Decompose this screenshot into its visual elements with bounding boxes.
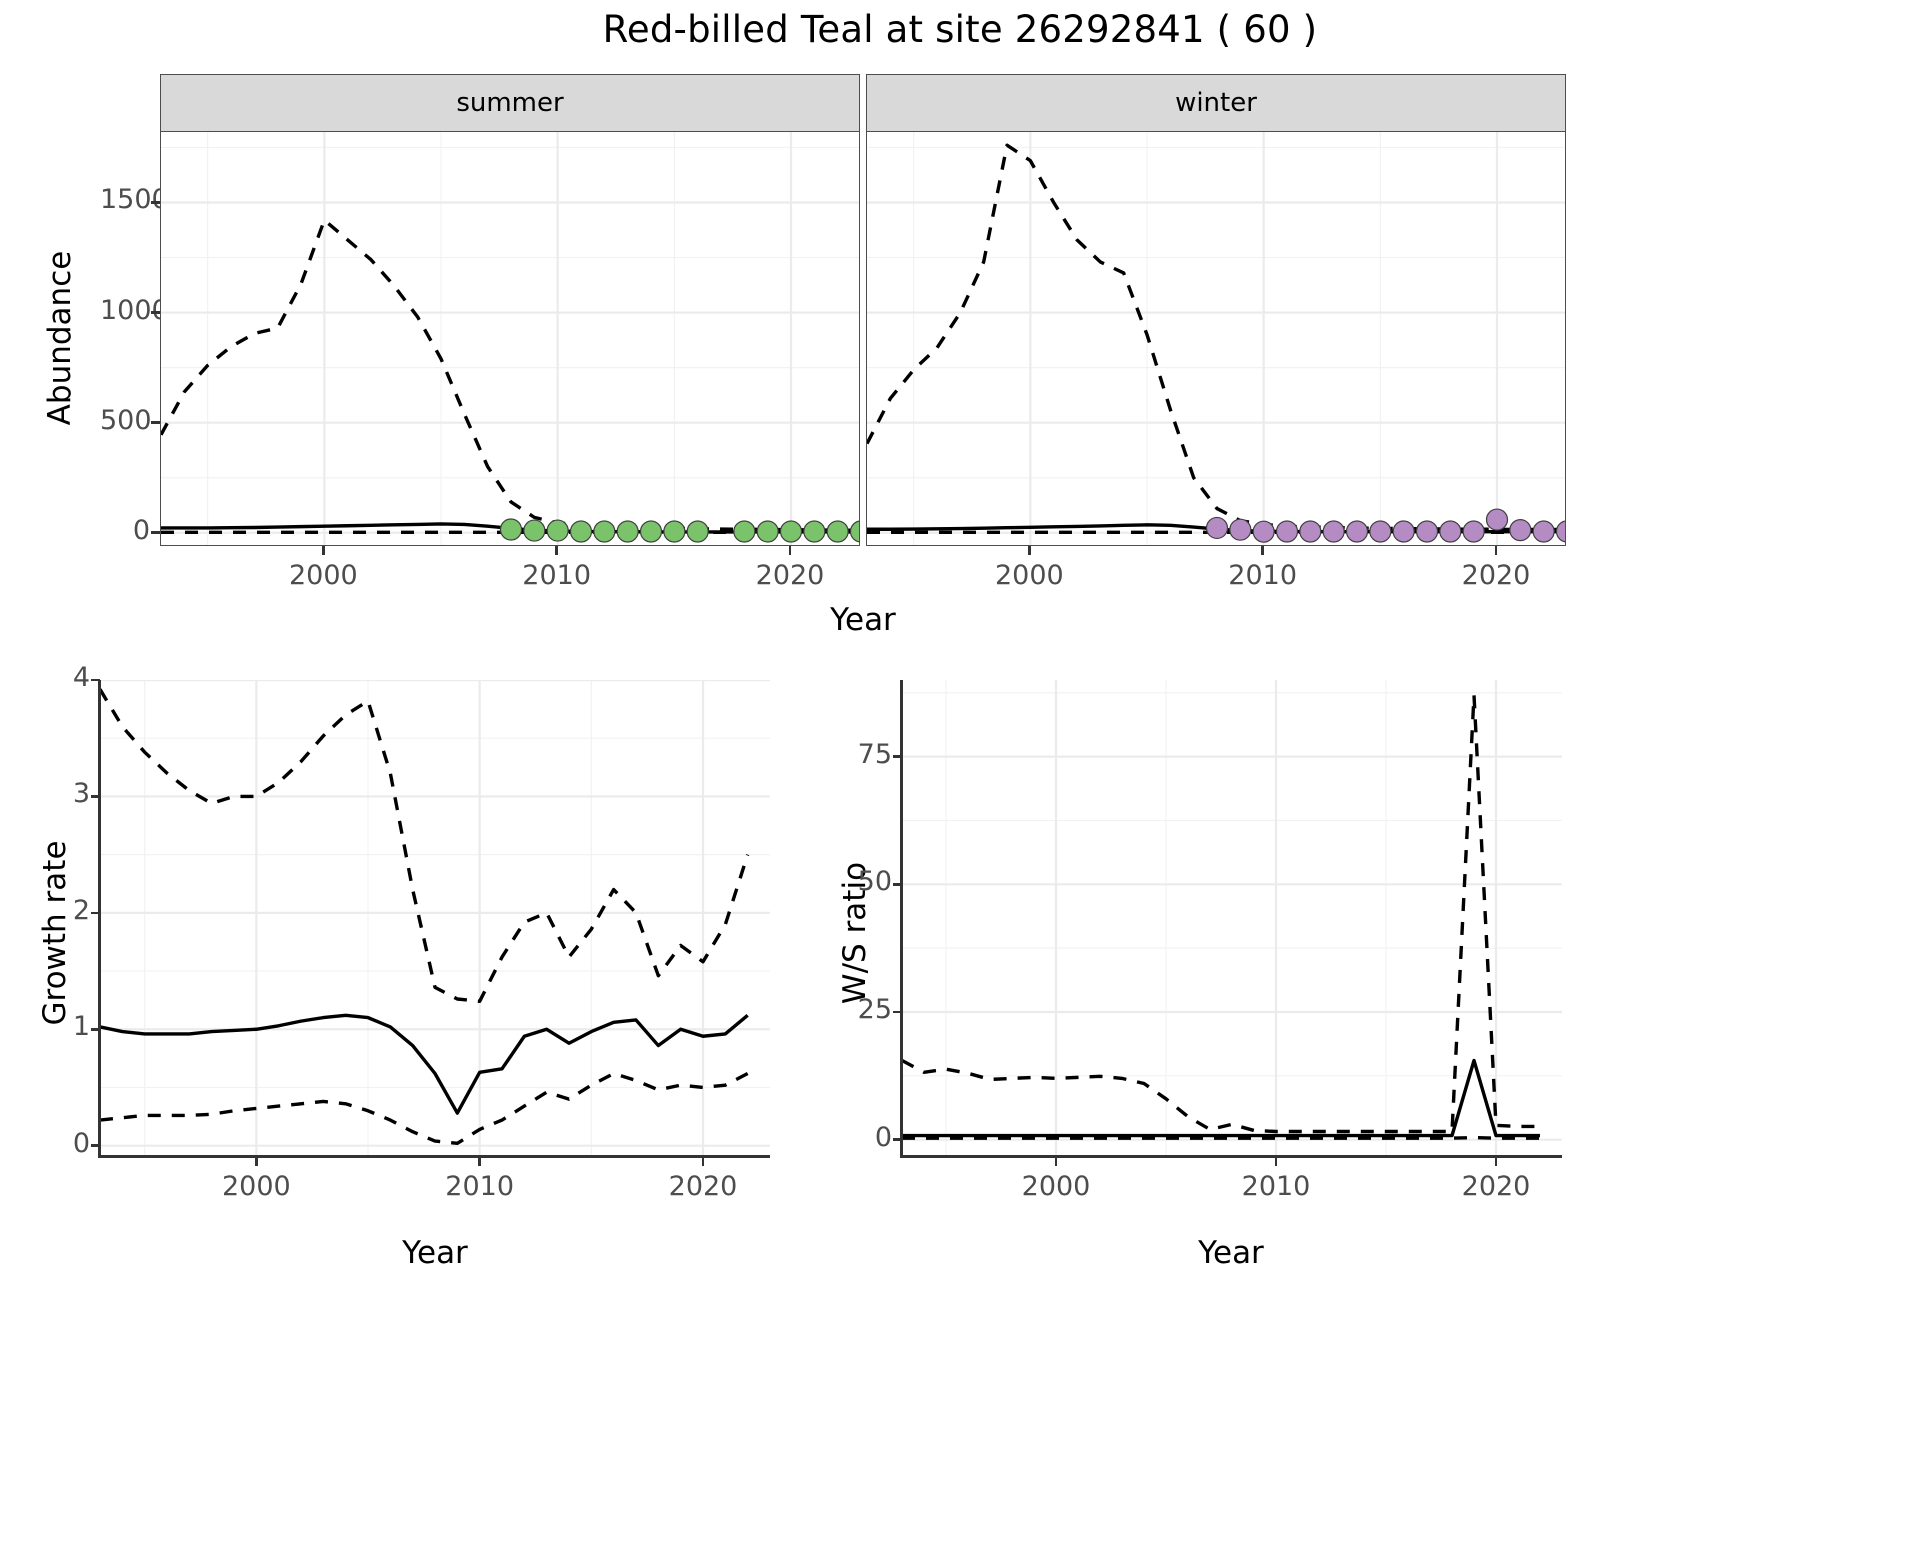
abundance-summer-panel bbox=[160, 132, 860, 546]
abundance-winter-x-tickmark bbox=[1494, 546, 1498, 555]
growth-rate-y-tickmark bbox=[91, 911, 100, 915]
abundance-y-tickmark bbox=[151, 531, 160, 535]
page-title: Red-billed Teal at site 26292841 ( 60 ) bbox=[602, 8, 1318, 51]
growth-rate-y-tick: 0 bbox=[72, 1127, 90, 1159]
abundance-x-axis-label: Year bbox=[830, 602, 896, 638]
abundance-winter-x-tick: 2010 bbox=[1228, 560, 1298, 591]
abundance-y-tickmark bbox=[151, 421, 160, 424]
abundance-summer-x-tickmark bbox=[788, 546, 792, 555]
ws-ratio-x-axis-line bbox=[900, 1155, 1562, 1158]
ws-ratio-x-tickmark bbox=[1494, 1157, 1498, 1166]
ws-ratio-y-tick: 0 bbox=[874, 1121, 892, 1153]
abundance-y-tick: 1000 bbox=[100, 294, 169, 326]
abundance-winter-panel bbox=[866, 132, 1566, 546]
ws-ratio-x-axis-label: Year bbox=[1198, 1235, 1264, 1271]
abundance-y-tick: 0 bbox=[132, 514, 150, 546]
growth-rate-y-tick: 1 bbox=[72, 1011, 90, 1043]
growth-rate-x-tick: 2000 bbox=[221, 1171, 291, 1202]
growth-rate-x-tickmark bbox=[701, 1157, 705, 1166]
abundance-summer-x-tickmark bbox=[555, 546, 558, 555]
ws-ratio-x-tick: 2020 bbox=[1461, 1171, 1531, 1202]
ws-ratio-y-tickmark bbox=[893, 883, 902, 886]
facet-strip-winter: winter bbox=[866, 74, 1566, 132]
growth-rate-x-axis-line bbox=[98, 1155, 770, 1158]
growth-rate-y-tickmark bbox=[91, 678, 100, 682]
growth-rate-x-axis-label: Year bbox=[402, 1235, 468, 1271]
ws-ratio-x-tickmark bbox=[1274, 1157, 1278, 1166]
growth-rate-y-tick: 3 bbox=[72, 778, 90, 810]
growth-rate-x-tick: 2020 bbox=[668, 1171, 738, 1202]
abundance-winter-x-tickmark bbox=[1028, 546, 1031, 555]
ws-ratio-x-tick: 2000 bbox=[1021, 1171, 1091, 1202]
abundance-winter-x-tickmark bbox=[1261, 546, 1264, 555]
growth-rate-y-tickmark bbox=[91, 1027, 100, 1031]
abundance-summer-x-tick: 2010 bbox=[522, 560, 592, 591]
facet-strip-winter-label: winter bbox=[1175, 88, 1257, 118]
ws-ratio-y-tickmark bbox=[893, 1010, 902, 1014]
growth-rate-x-tick: 2010 bbox=[445, 1171, 515, 1202]
abundance-y-axis-label: Abundance bbox=[42, 250, 78, 426]
growth-rate-y-tickmark bbox=[91, 1144, 100, 1147]
ws-ratio-x-tickmark bbox=[1054, 1157, 1058, 1166]
abundance-summer-x-tickmark bbox=[322, 546, 325, 555]
growth-rate-y-tickmark bbox=[91, 795, 100, 798]
growth-rate-y-axis-line bbox=[98, 680, 101, 1155]
growth-rate-x-tickmark bbox=[255, 1157, 258, 1166]
facet-strip-summer: summer bbox=[160, 74, 860, 132]
ws-ratio-y-tick: 25 bbox=[857, 993, 892, 1025]
ws-ratio-y-tickmark bbox=[893, 755, 902, 758]
abundance-winter-x-tick: 2000 bbox=[994, 560, 1064, 591]
ws-ratio-y-tick: 75 bbox=[857, 738, 892, 770]
growth-rate-y-tick: 2 bbox=[72, 894, 90, 926]
ws-ratio-y-tickmark bbox=[893, 1138, 902, 1141]
abundance-y-tick: 1500 bbox=[100, 184, 169, 216]
growth-rate-x-tickmark bbox=[478, 1157, 481, 1166]
facet-strip-summer-label: summer bbox=[456, 88, 564, 118]
ws-ratio-x-tick: 2010 bbox=[1241, 1171, 1311, 1202]
ws-ratio-y-tick: 50 bbox=[857, 866, 892, 898]
abundance-y-tickmark bbox=[151, 201, 160, 204]
growth-rate-y-tick: 4 bbox=[72, 662, 90, 693]
abundance-summer-x-tick: 2020 bbox=[755, 560, 825, 591]
abundance-summer-x-tick: 2000 bbox=[288, 560, 358, 591]
growth-rate-panel bbox=[100, 680, 770, 1155]
abundance-winter-x-tick: 2020 bbox=[1461, 560, 1531, 591]
abundance-y-tickmark bbox=[151, 311, 160, 314]
ws-ratio-y-axis-label: W/S ratio bbox=[837, 861, 873, 1005]
abundance-y-tick: 500 bbox=[100, 404, 152, 436]
ws-ratio-panel bbox=[902, 680, 1562, 1155]
ws-ratio-y-axis-line bbox=[900, 680, 903, 1155]
